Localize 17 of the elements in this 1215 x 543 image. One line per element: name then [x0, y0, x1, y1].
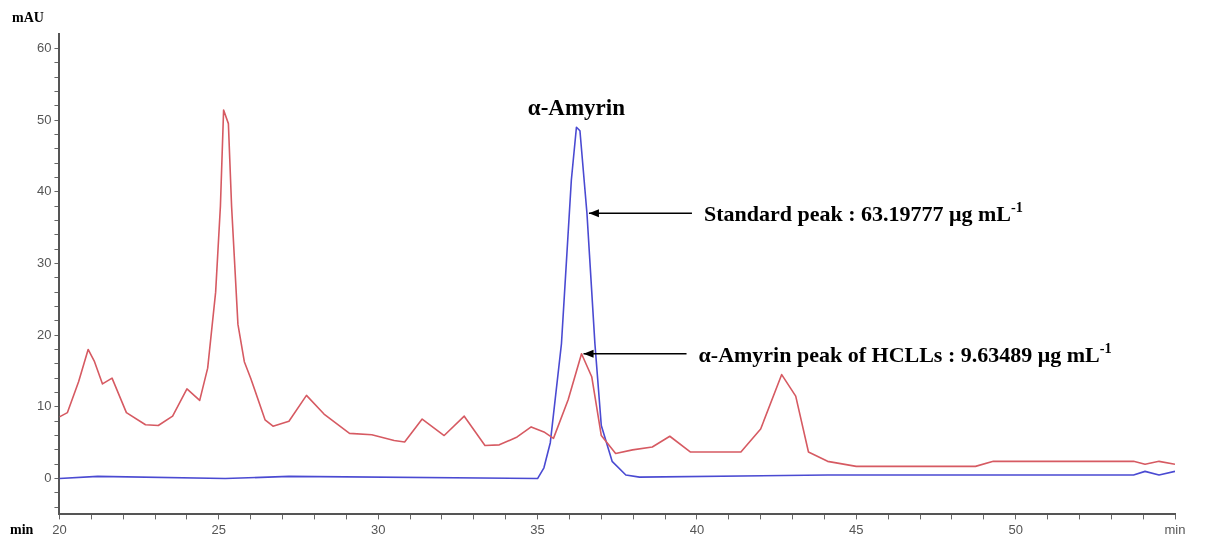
- x-tick-label: 30: [370, 521, 386, 537]
- x-tick-label: 20: [52, 521, 67, 537]
- y-tick-label: 30: [36, 255, 52, 271]
- y-tick-label: 60: [36, 39, 52, 55]
- x-tick-label: 40: [689, 521, 705, 537]
- y-tick-label: 50: [36, 111, 52, 127]
- x-tick-label: 35: [530, 521, 545, 537]
- y-axis-title: mAU: [12, 10, 44, 25]
- y-tick-label: 40: [36, 183, 52, 199]
- y-tick-label: 20: [36, 326, 52, 342]
- annotation: α-Amyrin: [527, 95, 626, 121]
- y-tick-label: 10: [36, 398, 52, 414]
- x-tick-label: 50: [1008, 521, 1023, 537]
- y-tick-label: 0: [44, 470, 52, 486]
- x-tick-label: 45: [849, 521, 864, 537]
- x-tick-label: min: [1164, 521, 1186, 537]
- x-tick-label: 25: [211, 521, 227, 537]
